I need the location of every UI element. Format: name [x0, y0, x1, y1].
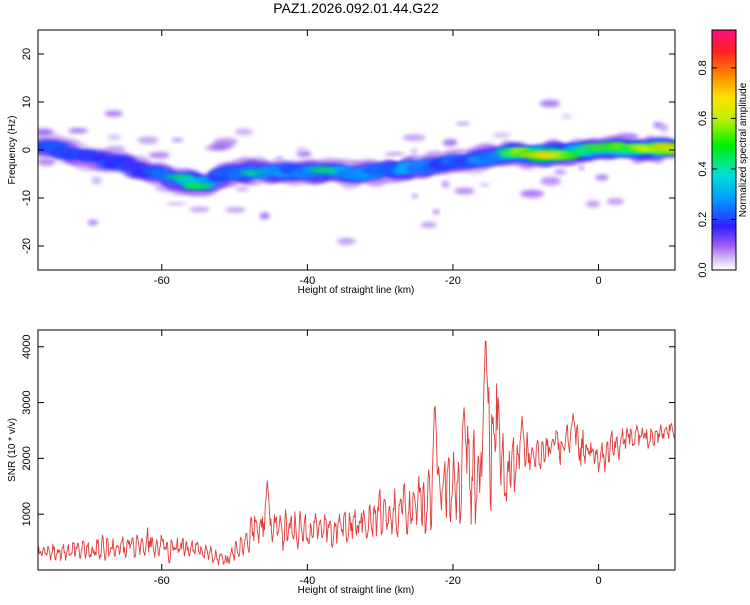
spectrogram-speck: [235, 186, 249, 192]
spectrogram-speck: [595, 174, 609, 181]
spectrogram-cell: [562, 152, 582, 158]
snr-xtick-label: -60: [154, 575, 170, 587]
spectrogram-speck: [259, 212, 270, 220]
spectrogram-xtick-label: -60: [154, 275, 170, 287]
spectrogram-speck: [38, 157, 56, 166]
spectrogram-speck: [442, 139, 458, 147]
spectrogram-ytick-label: -10: [21, 190, 33, 206]
spectrogram-heatmap: [38, 99, 675, 245]
snr-ylabel: SNR (10 * v/v): [7, 418, 18, 482]
spectrogram-speck: [402, 134, 426, 142]
snr-ytick-label: 1000: [21, 502, 33, 526]
spectrogram-speck: [209, 142, 234, 150]
snr-plot-area: [38, 340, 675, 566]
snr-xtick-label: -20: [445, 575, 461, 587]
spectrogram-speck: [540, 176, 561, 186]
spectrogram-speck: [336, 237, 356, 245]
spectrogram-speck: [554, 169, 567, 175]
spectrogram-speck: [561, 114, 572, 119]
colorbar-tick-label: 0.2: [697, 212, 709, 227]
spectrogram-speck: [410, 149, 418, 154]
spectrogram-speck: [171, 138, 184, 142]
snr-axes: -60 -40 -20 0 1000 2000 3000 4000: [21, 330, 675, 587]
spectrogram-axes: -60 -40 -20 0 -20 -10 0 10 20: [21, 30, 675, 287]
spectrogram-ytick-label: -20: [21, 238, 33, 254]
spectrogram-speck: [539, 99, 561, 108]
spectrogram-speck: [90, 176, 103, 185]
spectrogram-speck: [296, 150, 312, 158]
spectrogram-speck: [104, 110, 123, 117]
spectrogram-ytick-label: 10: [21, 96, 33, 108]
snr-xtick-label: -40: [299, 575, 315, 587]
spectrogram-speck: [137, 136, 159, 145]
spectrogram-speck: [454, 187, 475, 195]
spectrogram-speck: [441, 180, 450, 188]
spectrogram-xtick-label: -20: [445, 275, 461, 287]
spectrogram-speck: [520, 189, 544, 198]
spectrogram-cell: [239, 171, 263, 175]
spectrogram-speck: [585, 200, 601, 208]
spectrogram-ytick-label: 0: [21, 147, 33, 153]
spectrogram-cell: [574, 148, 597, 154]
spectrogram-speck: [67, 128, 89, 134]
spectrogram-xtick-label: 0: [595, 275, 601, 287]
spectrogram-speck: [234, 128, 254, 136]
spectrogram-ytick-label: 20: [21, 48, 33, 60]
spectrogram-cell: [167, 175, 192, 179]
spectrogram-speck: [225, 207, 246, 213]
colorbar-tick-label: 0.6: [697, 111, 709, 126]
spectrogram-cell: [592, 145, 618, 151]
colorbar-gradient: [711, 29, 737, 271]
spectrogram-xlabel: Height of straight line (km): [298, 285, 415, 296]
spectrogram-speck: [87, 219, 99, 226]
spectrogram-speck: [420, 222, 437, 228]
spectrogram-cell: [184, 184, 214, 189]
snr-xtick-label: 0: [595, 575, 601, 587]
spectrogram-speck: [659, 124, 669, 132]
spectrogram-ylabel: Frequency (Hz): [7, 116, 18, 185]
colorbar-label: Normalized spectral amplitude: [738, 82, 749, 217]
spectrogram-speck: [578, 166, 585, 170]
spectrogram-speck: [148, 152, 170, 159]
figure-title: PAZ1.2026.092.01.44.G22: [273, 0, 439, 16]
snr-ytick-label: 4000: [21, 335, 33, 359]
spectrogram-speck: [189, 207, 210, 212]
spectrogram-speck: [411, 193, 418, 199]
spectrogram-speck: [606, 197, 625, 205]
spectrogram-cell: [660, 147, 675, 152]
colorbar: 0.0 0.2 0.4 0.6 0.8 Normalized spectral ampl…: [697, 29, 749, 278]
spectrogram-speck: [38, 128, 55, 137]
spectrogram-panel: -60 -40 -20 0 -20 -10 0 10 20 Height of straight…: [7, 29, 676, 296]
snr-panel: -60 -40 -20 0 1000 2000 3000 4000 Height of str…: [7, 329, 676, 596]
spectrogram-speck: [455, 121, 471, 126]
spectrogram-speck: [432, 209, 440, 215]
spectrogram-speck: [107, 134, 121, 141]
snr-series-line: [38, 340, 675, 566]
spectrogram-speck: [384, 152, 405, 156]
spectrogram-cell: [310, 167, 337, 174]
spectrogram-speck: [166, 202, 186, 206]
spectrogram-xtick-label: -40: [299, 275, 315, 287]
snr-ytick-label: 2000: [21, 446, 33, 470]
colorbar-ticks: 0.0 0.2 0.4 0.6 0.8: [697, 60, 736, 278]
snr-frame: [37, 329, 676, 571]
spectrogram-speck: [296, 147, 307, 152]
colorbar-tick-label: 0.0: [697, 262, 709, 277]
colorbar-tick-label: 0.8: [697, 60, 709, 75]
snr-xlabel: Height of straight line (km): [298, 585, 415, 596]
snr-ytick-label: 3000: [21, 390, 33, 414]
spectrogram-cell: [651, 143, 675, 149]
spectrogram-speck: [479, 183, 491, 187]
spectrogram-speck: [492, 132, 511, 138]
colorbar-tick-label: 0.4: [697, 161, 709, 176]
